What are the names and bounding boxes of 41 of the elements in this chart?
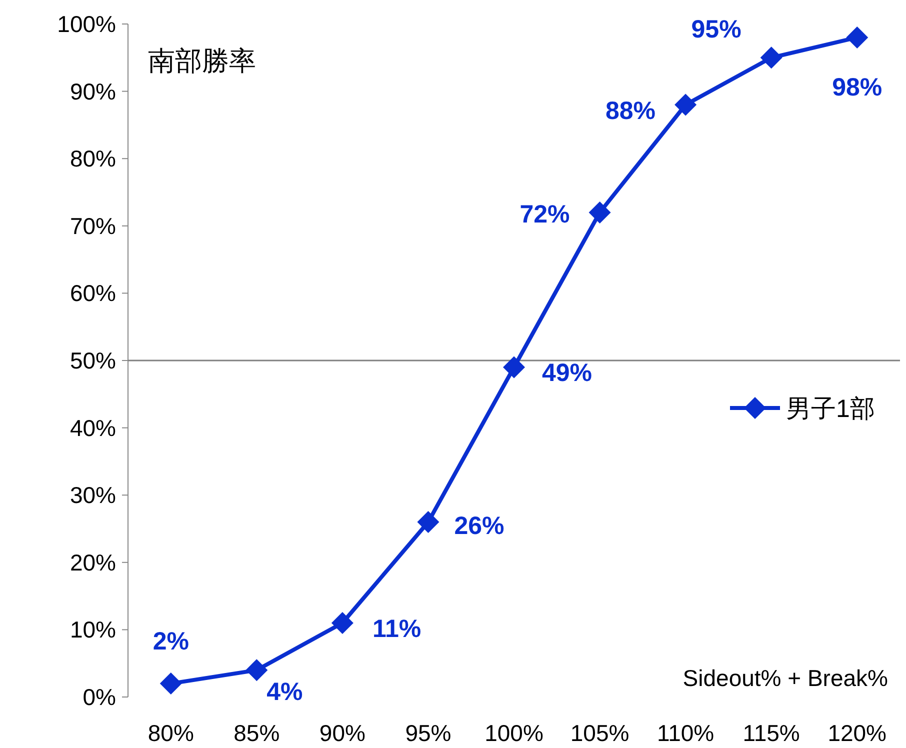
text: 南部勝率 [148,46,256,76]
data-label: 95% [691,16,742,44]
data-label: 26% [454,512,504,540]
x-axis-title: Sideout% + Break% [682,665,888,691]
x-tick-label: 105% [570,720,630,746]
y-tick-label: 20% [70,549,116,576]
x-tick-label: 120% [828,720,887,746]
x-tick-label: 110% [656,720,714,746]
point [503,356,525,378]
data-label: 2% [152,628,189,656]
legend-label: 男子1部 [786,395,875,423]
point [846,26,868,48]
point [760,46,782,69]
data-label: 11% [372,614,422,643]
data-label: 88% [606,96,656,125]
y-tick-label: 60% [70,280,116,306]
point [160,672,182,695]
data-label: 49% [542,359,592,388]
x-tick-label: 85% [234,720,280,746]
y-tick-label: 0% [82,684,116,710]
data-label: 4% [266,678,303,706]
y-tick-label: 50% [70,348,116,374]
x-tick-label: 115% [742,720,800,746]
y-tick-label: 30% [70,482,116,508]
point [588,201,611,224]
data-label: 72% [520,200,570,228]
y-tick-label: 40% [70,414,116,441]
point [331,612,354,634]
y-tick-label: 70% [70,212,116,239]
x-tick-label: 95% [405,720,452,746]
point [246,659,268,682]
point [674,94,697,116]
x-tick-label: 100% [484,720,544,746]
x-tick-label: 90% [319,720,366,746]
y-tick-label: 90% [70,78,116,104]
data-label: 98% [832,73,882,102]
y-tick-label: 10% [70,616,116,643]
point [417,511,440,534]
x-tick-label: 80% [148,720,194,746]
y-tick-label: 100% [57,11,116,37]
y-tick-label: 80% [70,146,116,172]
